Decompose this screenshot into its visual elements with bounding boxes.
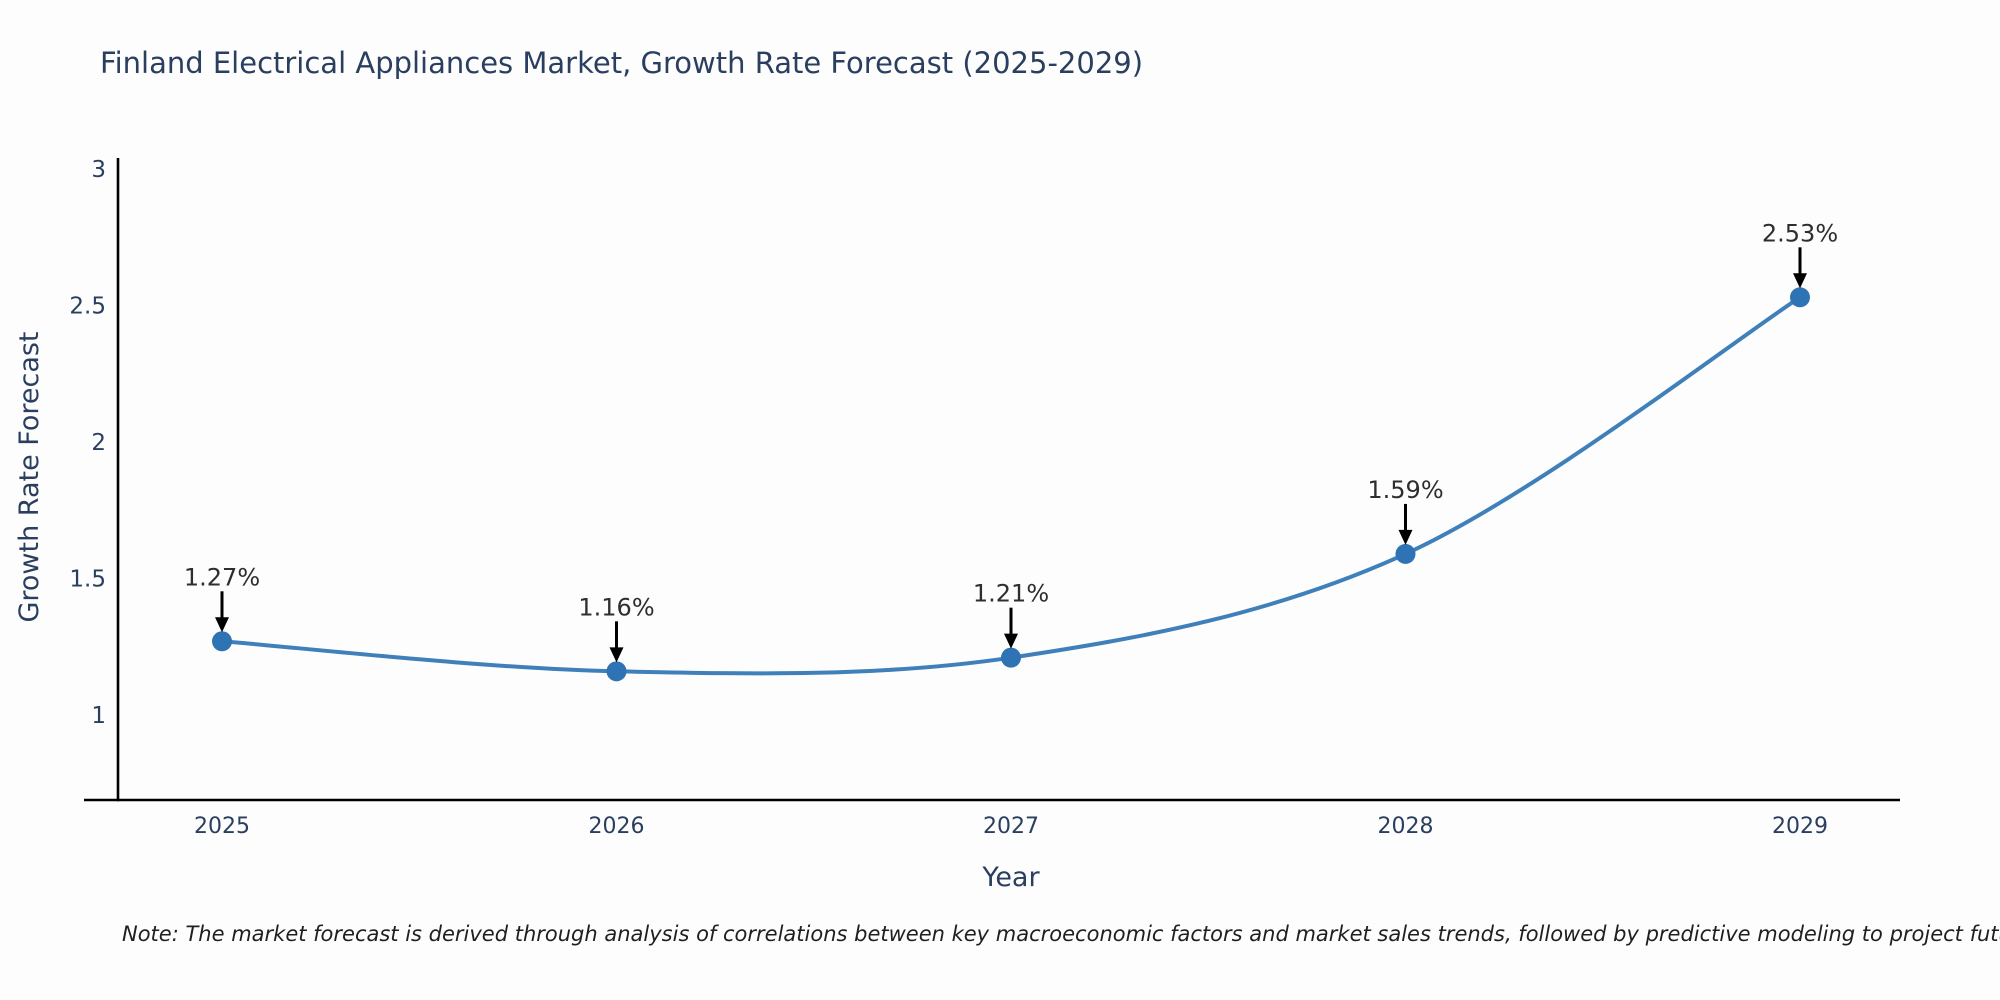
annotation-arrowhead-2026 (609, 647, 624, 663)
y-tick-label-3: 3 (91, 157, 106, 183)
y-tick-label-2.5: 2.5 (69, 294, 106, 320)
annotation-arrowhead-2025 (215, 617, 229, 633)
annotation-label-2025: 1.27% (184, 563, 260, 591)
annotation-label-2027: 1.21% (973, 580, 1049, 608)
data-point-2029 (1790, 287, 1810, 308)
annotation-label-2029: 2.53% (1762, 219, 1838, 247)
x-tick-label-2025: 2025 (194, 814, 250, 839)
annotation-arrowhead-2027 (1004, 633, 1018, 649)
x-tick-label-2027: 2027 (983, 814, 1039, 839)
footnote: Note: The market forecast is derived thr… (122, 922, 2000, 946)
y-axis-title: Growth Rate Forecast (14, 331, 45, 622)
annotation-arrowhead-2029 (1793, 273, 1807, 289)
y-tick-label-1.5: 1.5 (69, 567, 106, 593)
data-point-2028 (1395, 543, 1416, 564)
y-tick-label-2: 2 (91, 430, 106, 456)
annotation-arrowhead-2028 (1398, 529, 1413, 545)
data-point-2026 (606, 661, 627, 682)
data-point-2027 (1001, 647, 1021, 668)
x-tick-label-2028: 2028 (1378, 814, 1434, 839)
x-tick-label-2029: 2029 (1772, 814, 1828, 839)
annotation-label-2028: 1.59% (1367, 476, 1443, 504)
data-point-2025 (212, 631, 232, 652)
annotation-label-2026: 1.16% (578, 593, 654, 621)
chart-title: Finland Electrical Appliances Market, Gr… (100, 46, 1144, 80)
x-tick-label-2026: 2026 (589, 814, 645, 839)
x-axis-title: Year (981, 862, 1040, 893)
y-tick-label-1: 1 (91, 703, 106, 729)
